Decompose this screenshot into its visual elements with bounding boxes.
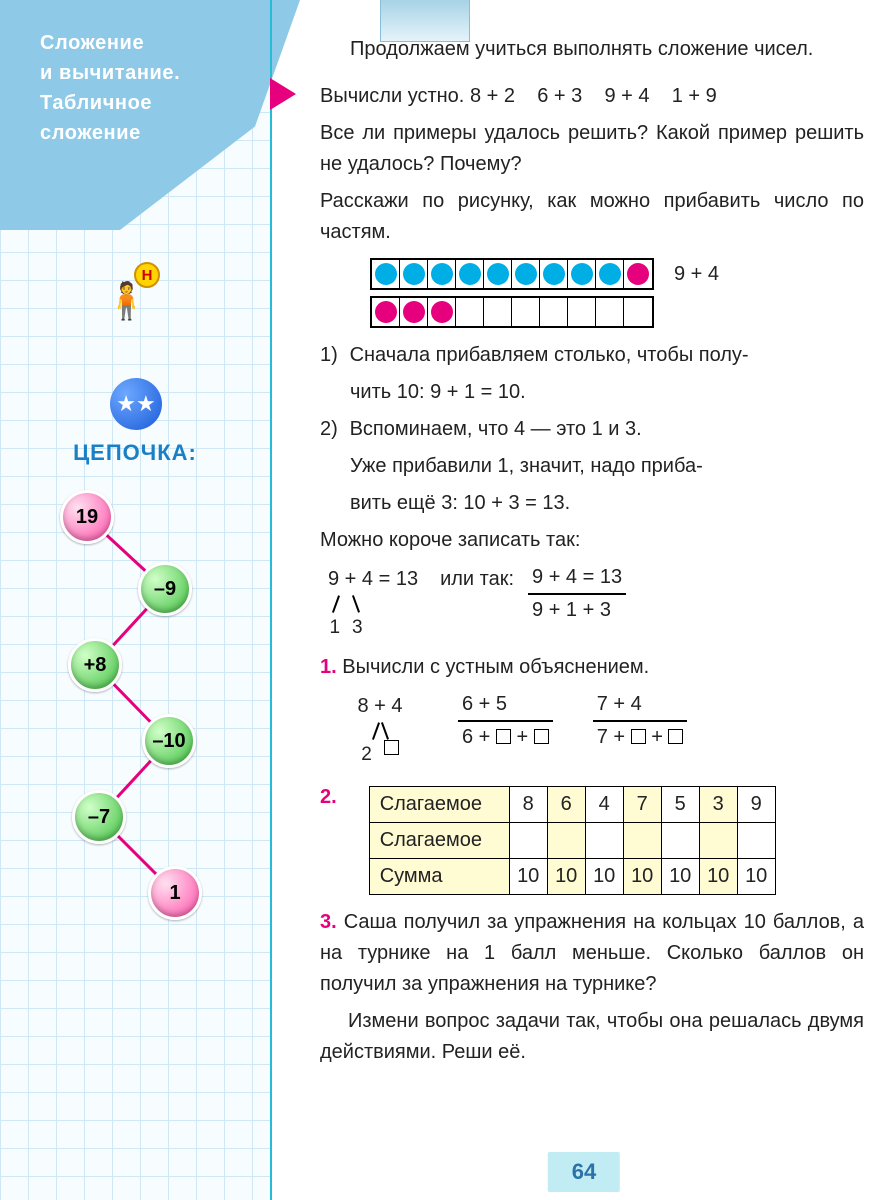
banner-line: сложение <box>40 118 284 148</box>
chain-node: 1 <box>148 866 202 920</box>
short-forms: 9 + 4 = 13 1 3 или так: 9 + 4 = 13 9 + 1… <box>320 562 864 644</box>
ex1-c: 7 + 4 7 + + <box>593 689 688 753</box>
kid-icon: 🧍 Н <box>104 280 149 322</box>
sidebar: Сложение и вычитание. Табличное сложение… <box>0 0 270 1200</box>
step1: 1) Сначала прибавляем столько, чтобы пол… <box>320 340 864 371</box>
chain-node: 19 <box>60 490 114 544</box>
chain-node: +8 <box>68 638 122 692</box>
ex1-b: 6 + 5 6 + + <box>458 689 553 753</box>
chain-title: ЦЕПОЧКА: <box>0 440 270 466</box>
main-content: Продолжаем учиться выполнять сложение чи… <box>270 0 896 1200</box>
chain-node: –10 <box>142 714 196 768</box>
counter-row-1: 9 + 4 <box>370 258 864 290</box>
mental-q2: Расскажи по рисунку, как можно прибавить… <box>320 186 864 248</box>
banner-line: Табличное <box>40 88 284 118</box>
ex2: 2. Слагаемое8647539СлагаемоеСумма1010101… <box>320 782 864 907</box>
flag-badge: Н <box>134 262 160 288</box>
textbook-page: Сложение и вычитание. Табличное сложение… <box>0 0 896 1200</box>
chain-node: –9 <box>138 562 192 616</box>
short-lead: Можно короче записать так: <box>320 525 864 556</box>
banner-line: Сложение <box>40 28 284 58</box>
step2b: Уже прибавили 1, значит, надо приба- <box>320 451 864 482</box>
mental-line: Вычисли устно. 8 + 2 6 + 3 9 + 4 1 + 9 <box>320 81 864 112</box>
step2: 2) Вспоминаем, что 4 — это 1 и 3. <box>320 414 864 445</box>
ten-frame <box>370 258 654 290</box>
mental-q1: Все ли примеры удалось решить? Какой при… <box>320 118 864 180</box>
intro-text: Продолжаем учиться выполнять сложение чи… <box>350 34 864 65</box>
ten-frame <box>370 296 654 328</box>
triangle-marker-icon <box>270 78 296 110</box>
ex1-a: 8 + 4 2 <box>350 691 410 769</box>
step2c: вить ещё 3: 10 + 3 = 13. <box>320 488 864 519</box>
step1b: чить 10: 9 + 1 = 10. <box>320 377 864 408</box>
blank-box <box>384 740 399 755</box>
fraction-form: 9 + 4 = 13 9 + 1 + 3 <box>528 562 626 626</box>
counter-row-2 <box>370 296 864 328</box>
ex1-row: 8 + 4 2 6 + 5 6 + + 7 + 4 7 + + <box>342 689 864 771</box>
ex3-p1: 3. Саша получил за упражнения на кольцах… <box>320 907 864 1000</box>
banner-line: и вычитание. <box>40 58 284 88</box>
stars-badge-icon: ★★ <box>110 378 162 430</box>
addends-table: Слагаемое8647539СлагаемоеСумма1010101010… <box>369 786 776 895</box>
chapter-banner: Сложение и вычитание. Табличное сложение <box>0 0 300 230</box>
ex3-p2: Измени вопрос задачи так, чтобы она реша… <box>320 1006 864 1068</box>
tree-diagram: 9 + 4 = 13 1 3 <box>328 564 418 642</box>
ex1-lead: 1. Вычисли с устным объяснением. <box>320 652 864 683</box>
chain-node: –7 <box>72 790 126 844</box>
diagram-expr: 9 + 4 <box>674 259 719 290</box>
page-number: 64 <box>548 1152 620 1192</box>
